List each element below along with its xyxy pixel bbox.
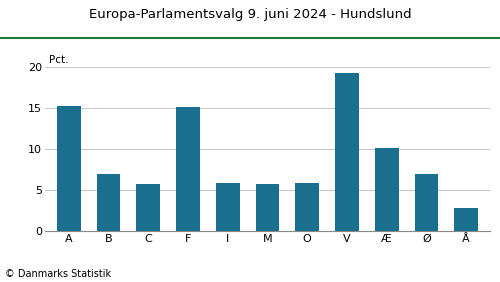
Bar: [136, 184, 160, 231]
Bar: [57, 106, 81, 231]
Text: © Danmarks Statistik: © Danmarks Statistik: [5, 269, 111, 279]
Bar: [375, 148, 398, 231]
Bar: [256, 184, 280, 231]
Text: Pct.: Pct.: [49, 55, 68, 65]
Bar: [96, 174, 120, 231]
Text: Europa-Parlamentsvalg 9. juni 2024 - Hundslund: Europa-Parlamentsvalg 9. juni 2024 - Hun…: [88, 8, 411, 21]
Bar: [296, 183, 319, 231]
Bar: [176, 107, 200, 231]
Bar: [454, 208, 478, 231]
Bar: [335, 73, 359, 231]
Bar: [216, 183, 240, 231]
Bar: [414, 174, 438, 231]
